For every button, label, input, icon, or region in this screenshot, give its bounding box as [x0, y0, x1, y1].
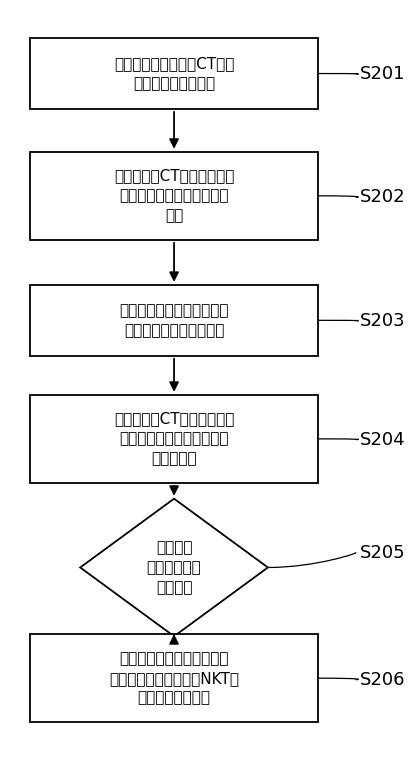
Text: S201: S201: [360, 65, 405, 83]
Text: 若评估参数大于或等于预设
参数，训练模型为鼻腔NKT细
胞淋巴瘤勾画模型: 若评估参数大于或等于预设 参数，训练模型为鼻腔NKT细 胞淋巴瘤勾画模型: [109, 651, 239, 706]
Text: S203: S203: [360, 312, 405, 330]
Text: S202: S202: [360, 189, 405, 206]
Text: S206: S206: [360, 671, 405, 689]
FancyBboxPatch shape: [30, 152, 318, 240]
Text: S205: S205: [360, 544, 405, 562]
Text: 将验证集的CT图像输入训练
模型得到用于评价勾画效果
的评估参数: 将验证集的CT图像输入训练 模型得到用于评价勾画效果 的评估参数: [114, 411, 234, 466]
Text: 将训练集的CT图像输入深度
神经网络模型得到图像特征
数据: 将训练集的CT图像输入深度 神经网络模型得到图像特征 数据: [114, 168, 234, 223]
Text: 将评估参
数与预设参数
进行比对: 将评估参 数与预设参数 进行比对: [147, 540, 201, 595]
Text: S204: S204: [360, 431, 405, 449]
Text: 将深度学习数据集中CT图像
分为训练集和验证集: 将深度学习数据集中CT图像 分为训练集和验证集: [114, 56, 234, 91]
FancyBboxPatch shape: [30, 38, 318, 109]
FancyBboxPatch shape: [30, 395, 318, 483]
Text: 根据残差网络将图像特征数
据进行训练得到训练模型: 根据残差网络将图像特征数 据进行训练得到训练模型: [119, 303, 229, 338]
FancyBboxPatch shape: [30, 285, 318, 356]
FancyBboxPatch shape: [30, 634, 318, 722]
Polygon shape: [80, 499, 268, 636]
